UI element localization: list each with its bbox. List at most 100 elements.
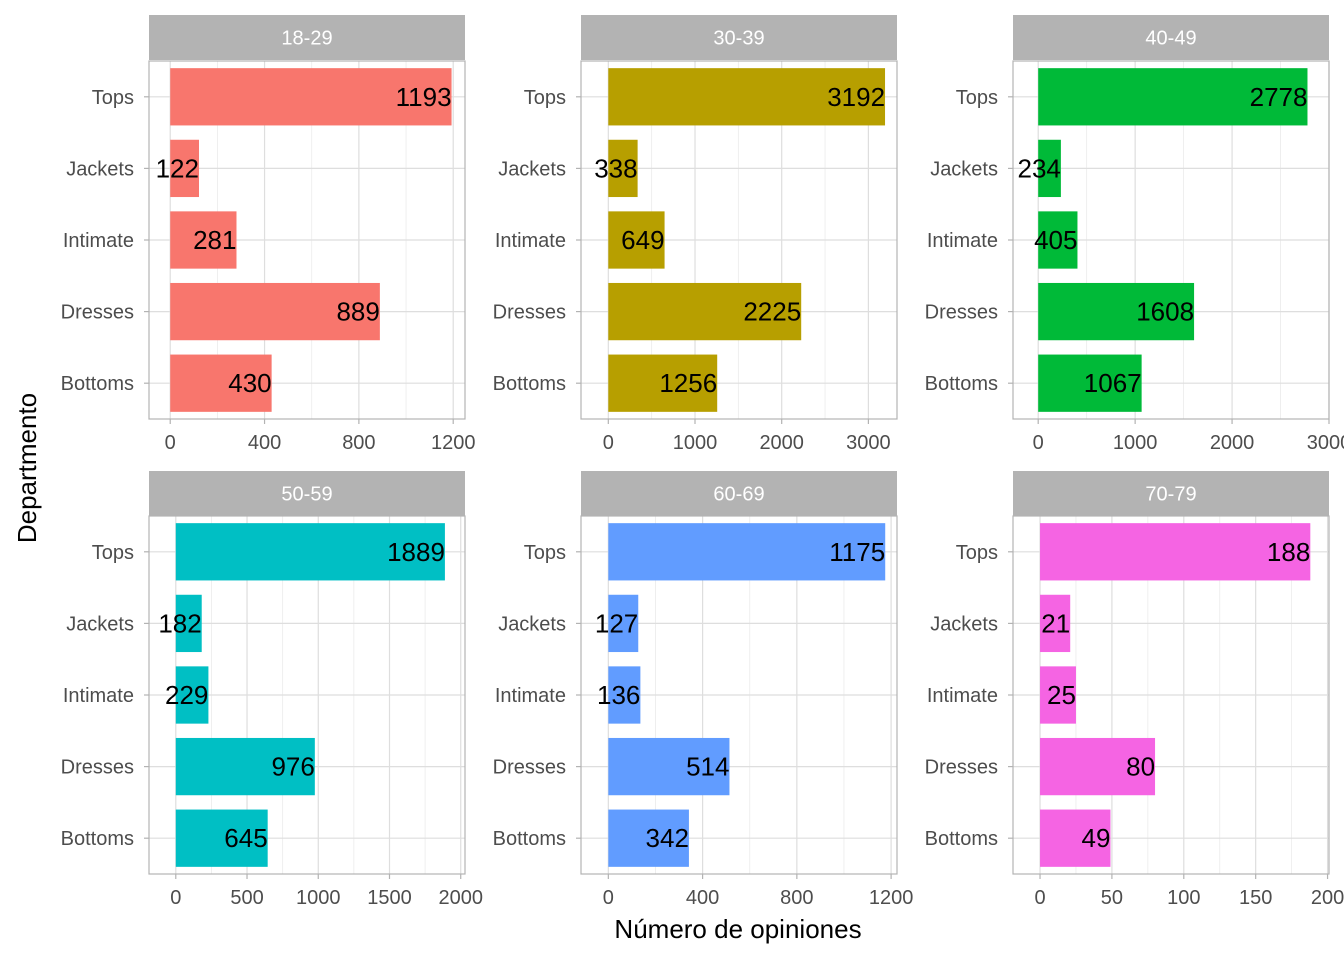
value-label-bottoms: 1256 (659, 368, 717, 398)
facet-strip-label: 60-69 (713, 484, 764, 506)
x-axis-title: Número de opiniones (614, 914, 861, 944)
x-tick-label: 150 (1239, 887, 1272, 909)
bar-bottoms (608, 809, 689, 867)
x-tick-label: 1000 (673, 432, 718, 454)
y-tick-label: Jackets (930, 158, 998, 180)
value-label-intimate: 405 (1034, 225, 1077, 255)
y-tick-label: Jackets (66, 613, 134, 635)
x-tick-label: 0 (1033, 432, 1044, 454)
facet-strip-label: 30-39 (713, 28, 764, 50)
y-tick-label: Bottoms (925, 373, 998, 395)
bar-dresses (1040, 737, 1156, 796)
bar-jackets (170, 139, 199, 198)
bar-jackets (175, 594, 202, 653)
bar-dresses (608, 282, 802, 341)
value-label-tops: 3192 (827, 82, 885, 112)
y-tick-label: Intimate (495, 685, 566, 707)
x-tick-label: 800 (342, 432, 375, 454)
x-tick-label: 200 (1311, 887, 1344, 909)
bar-tops (175, 523, 445, 581)
bar-bottoms (1038, 354, 1142, 412)
bar-dresses (170, 282, 380, 341)
y-tick-label: Dresses (61, 302, 134, 324)
x-tick-label: 0 (1034, 887, 1045, 909)
y-tick-label: Intimate (63, 230, 134, 252)
y-tick-label: Bottoms (493, 373, 566, 395)
value-label-tops: 1175 (829, 537, 885, 567)
facet-panel-60-69: 60-69 342 514 136 127 1175 Bottoms Dresses Intim… (493, 471, 913, 909)
y-tick-label: Dresses (493, 302, 566, 324)
value-label-intimate: 136 (597, 680, 640, 710)
bar-tops (170, 68, 452, 126)
x-tick-label: 2000 (1210, 432, 1255, 454)
y-tick-label: Bottoms (61, 373, 134, 395)
y-tick-label: Intimate (927, 685, 998, 707)
facet-strip-label: 40-49 (1145, 28, 1196, 50)
bar-intimate (170, 211, 237, 269)
value-label-tops: 2778 (1250, 82, 1308, 112)
y-tick-label: Dresses (925, 757, 998, 779)
facet-strip (581, 471, 897, 516)
y-tick-label: Tops (524, 542, 566, 564)
value-label-bottoms: 430 (228, 368, 271, 398)
bar-bottoms (1040, 809, 1111, 867)
y-tick-label: Intimate (63, 685, 134, 707)
value-label-dresses: 1608 (1136, 297, 1194, 327)
x-tick-label: 2000 (759, 432, 804, 454)
facet-panel-30-39: 30-39 1256 2225 649 338 3192 Bottoms Dresses Int… (493, 15, 898, 454)
y-tick-label: Intimate (495, 230, 566, 252)
value-label-intimate: 229 (165, 680, 208, 710)
x-tick-label: 0 (603, 432, 614, 454)
facet-panel-50-59: 50-59 645 976 229 182 1889 Bottoms Dresses Intim… (61, 471, 483, 909)
value-label-intimate: 281 (193, 225, 236, 255)
y-tick-label: Tops (92, 542, 134, 564)
x-tick-label: 0 (165, 432, 176, 454)
y-axis-title: Departmento (12, 393, 42, 543)
bar-tops (1038, 68, 1308, 126)
y-tick-label: Bottoms (61, 828, 134, 850)
bar-dresses (1038, 282, 1195, 341)
x-tick-label: 0 (603, 887, 614, 909)
bar-intimate (1040, 666, 1076, 724)
bar-jackets (1038, 139, 1061, 198)
bar-tops (608, 523, 886, 581)
value-label-dresses: 514 (686, 752, 729, 782)
y-tick-label: Dresses (61, 757, 134, 779)
value-label-jackets: 182 (158, 608, 201, 638)
y-tick-label: Bottoms (925, 828, 998, 850)
value-label-jackets: 127 (595, 608, 638, 638)
y-tick-label: Bottoms (493, 828, 566, 850)
value-label-bottoms: 342 (646, 823, 689, 853)
bar-tops (608, 68, 886, 126)
x-tick-label: 500 (230, 887, 263, 909)
facet-strip (149, 15, 465, 60)
value-label-tops: 1889 (387, 537, 445, 567)
facet-panel-18-29: 18-29 430 889 281 122 1193 Bottoms Dresses Intim… (61, 15, 476, 454)
facet-panel-70-79: 70-79 49 80 25 21 188 Bottoms Dresses Intimate Ja… (925, 471, 1344, 909)
bar-jackets (1040, 594, 1071, 653)
bar-bottoms (170, 354, 272, 412)
x-tick-label: 400 (248, 432, 281, 454)
x-tick-label: 1200 (431, 432, 476, 454)
y-tick-label: Tops (956, 542, 998, 564)
y-tick-label: Jackets (498, 613, 566, 635)
x-tick-label: 1500 (367, 887, 412, 909)
facet-strip (1013, 15, 1329, 60)
y-tick-label: Jackets (498, 158, 566, 180)
value-label-dresses: 80 (1126, 752, 1155, 782)
bar-jackets (608, 594, 639, 653)
value-label-tops: 1193 (396, 82, 452, 112)
y-tick-label: Tops (524, 87, 566, 109)
bar-bottoms (608, 354, 718, 412)
x-tick-label: 0 (170, 887, 181, 909)
value-label-jackets: 234 (1017, 153, 1060, 183)
bar-dresses (175, 737, 315, 796)
facet-panel-40-49: 40-49 1067 1608 405 234 2778 Bottoms Dresses Int… (925, 15, 1344, 454)
facet-strip (1013, 471, 1329, 516)
bar-dresses (608, 737, 730, 796)
bar-intimate (175, 666, 209, 724)
x-tick-label: 1000 (296, 887, 341, 909)
bar-bottoms (175, 809, 268, 867)
